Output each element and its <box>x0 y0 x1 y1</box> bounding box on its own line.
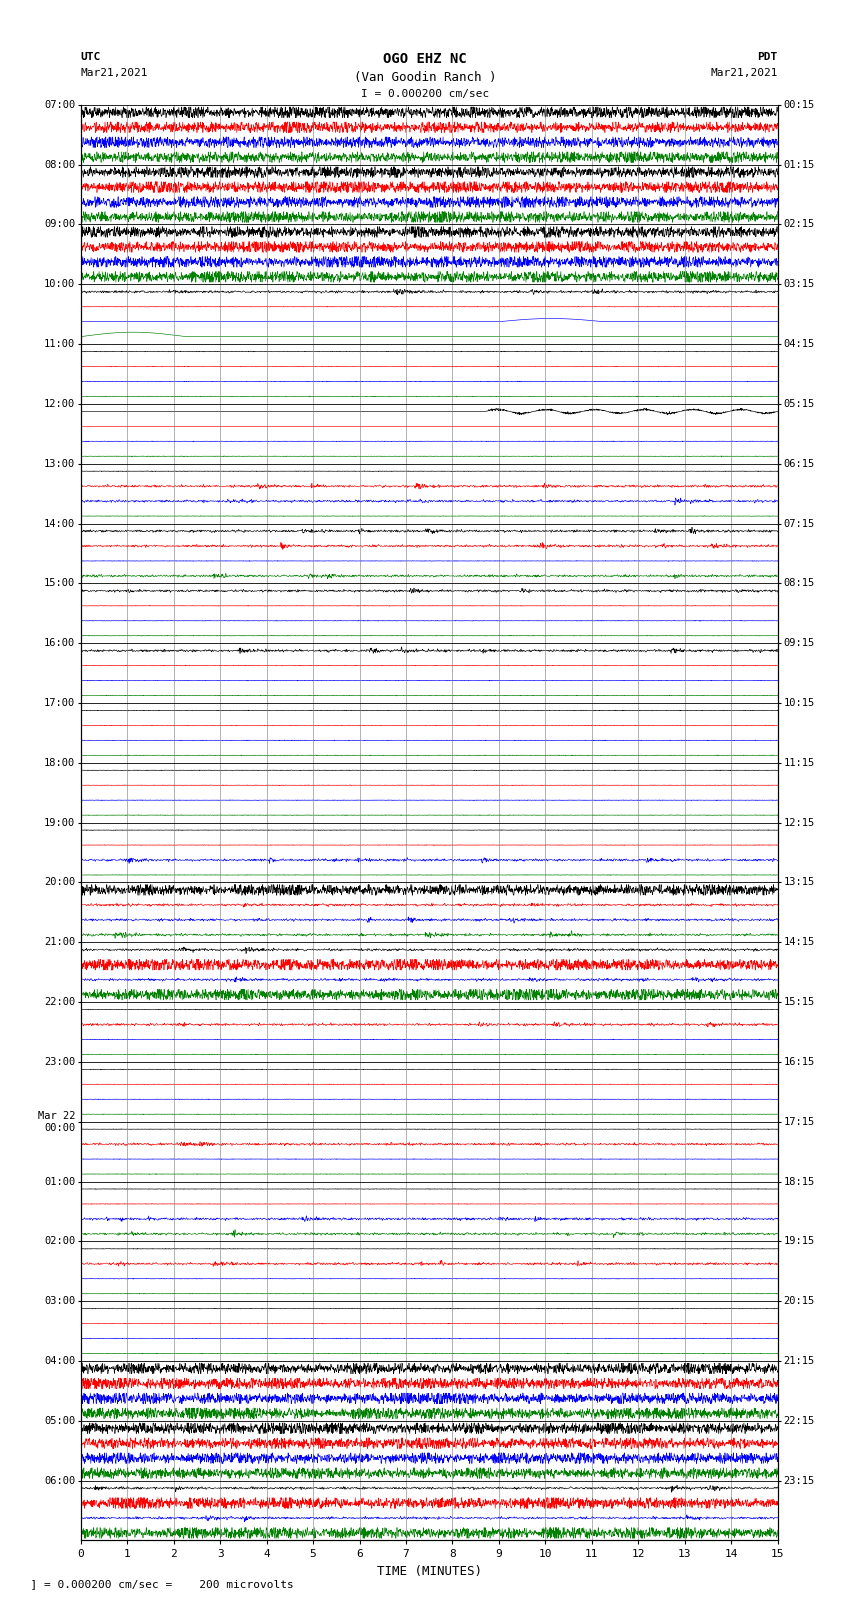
Text: (Van Goodin Ranch ): (Van Goodin Ranch ) <box>354 71 496 84</box>
Text: ] = 0.000200 cm/sec =    200 microvolts: ] = 0.000200 cm/sec = 200 microvolts <box>17 1579 294 1589</box>
X-axis label: TIME (MINUTES): TIME (MINUTES) <box>377 1565 482 1578</box>
Text: PDT: PDT <box>757 52 778 61</box>
Text: Mar21,2021: Mar21,2021 <box>711 68 778 77</box>
Text: UTC: UTC <box>81 52 101 61</box>
Text: Mar21,2021: Mar21,2021 <box>81 68 148 77</box>
Text: I = 0.000200 cm/sec: I = 0.000200 cm/sec <box>361 89 489 98</box>
Text: OGO EHZ NC: OGO EHZ NC <box>383 52 467 66</box>
